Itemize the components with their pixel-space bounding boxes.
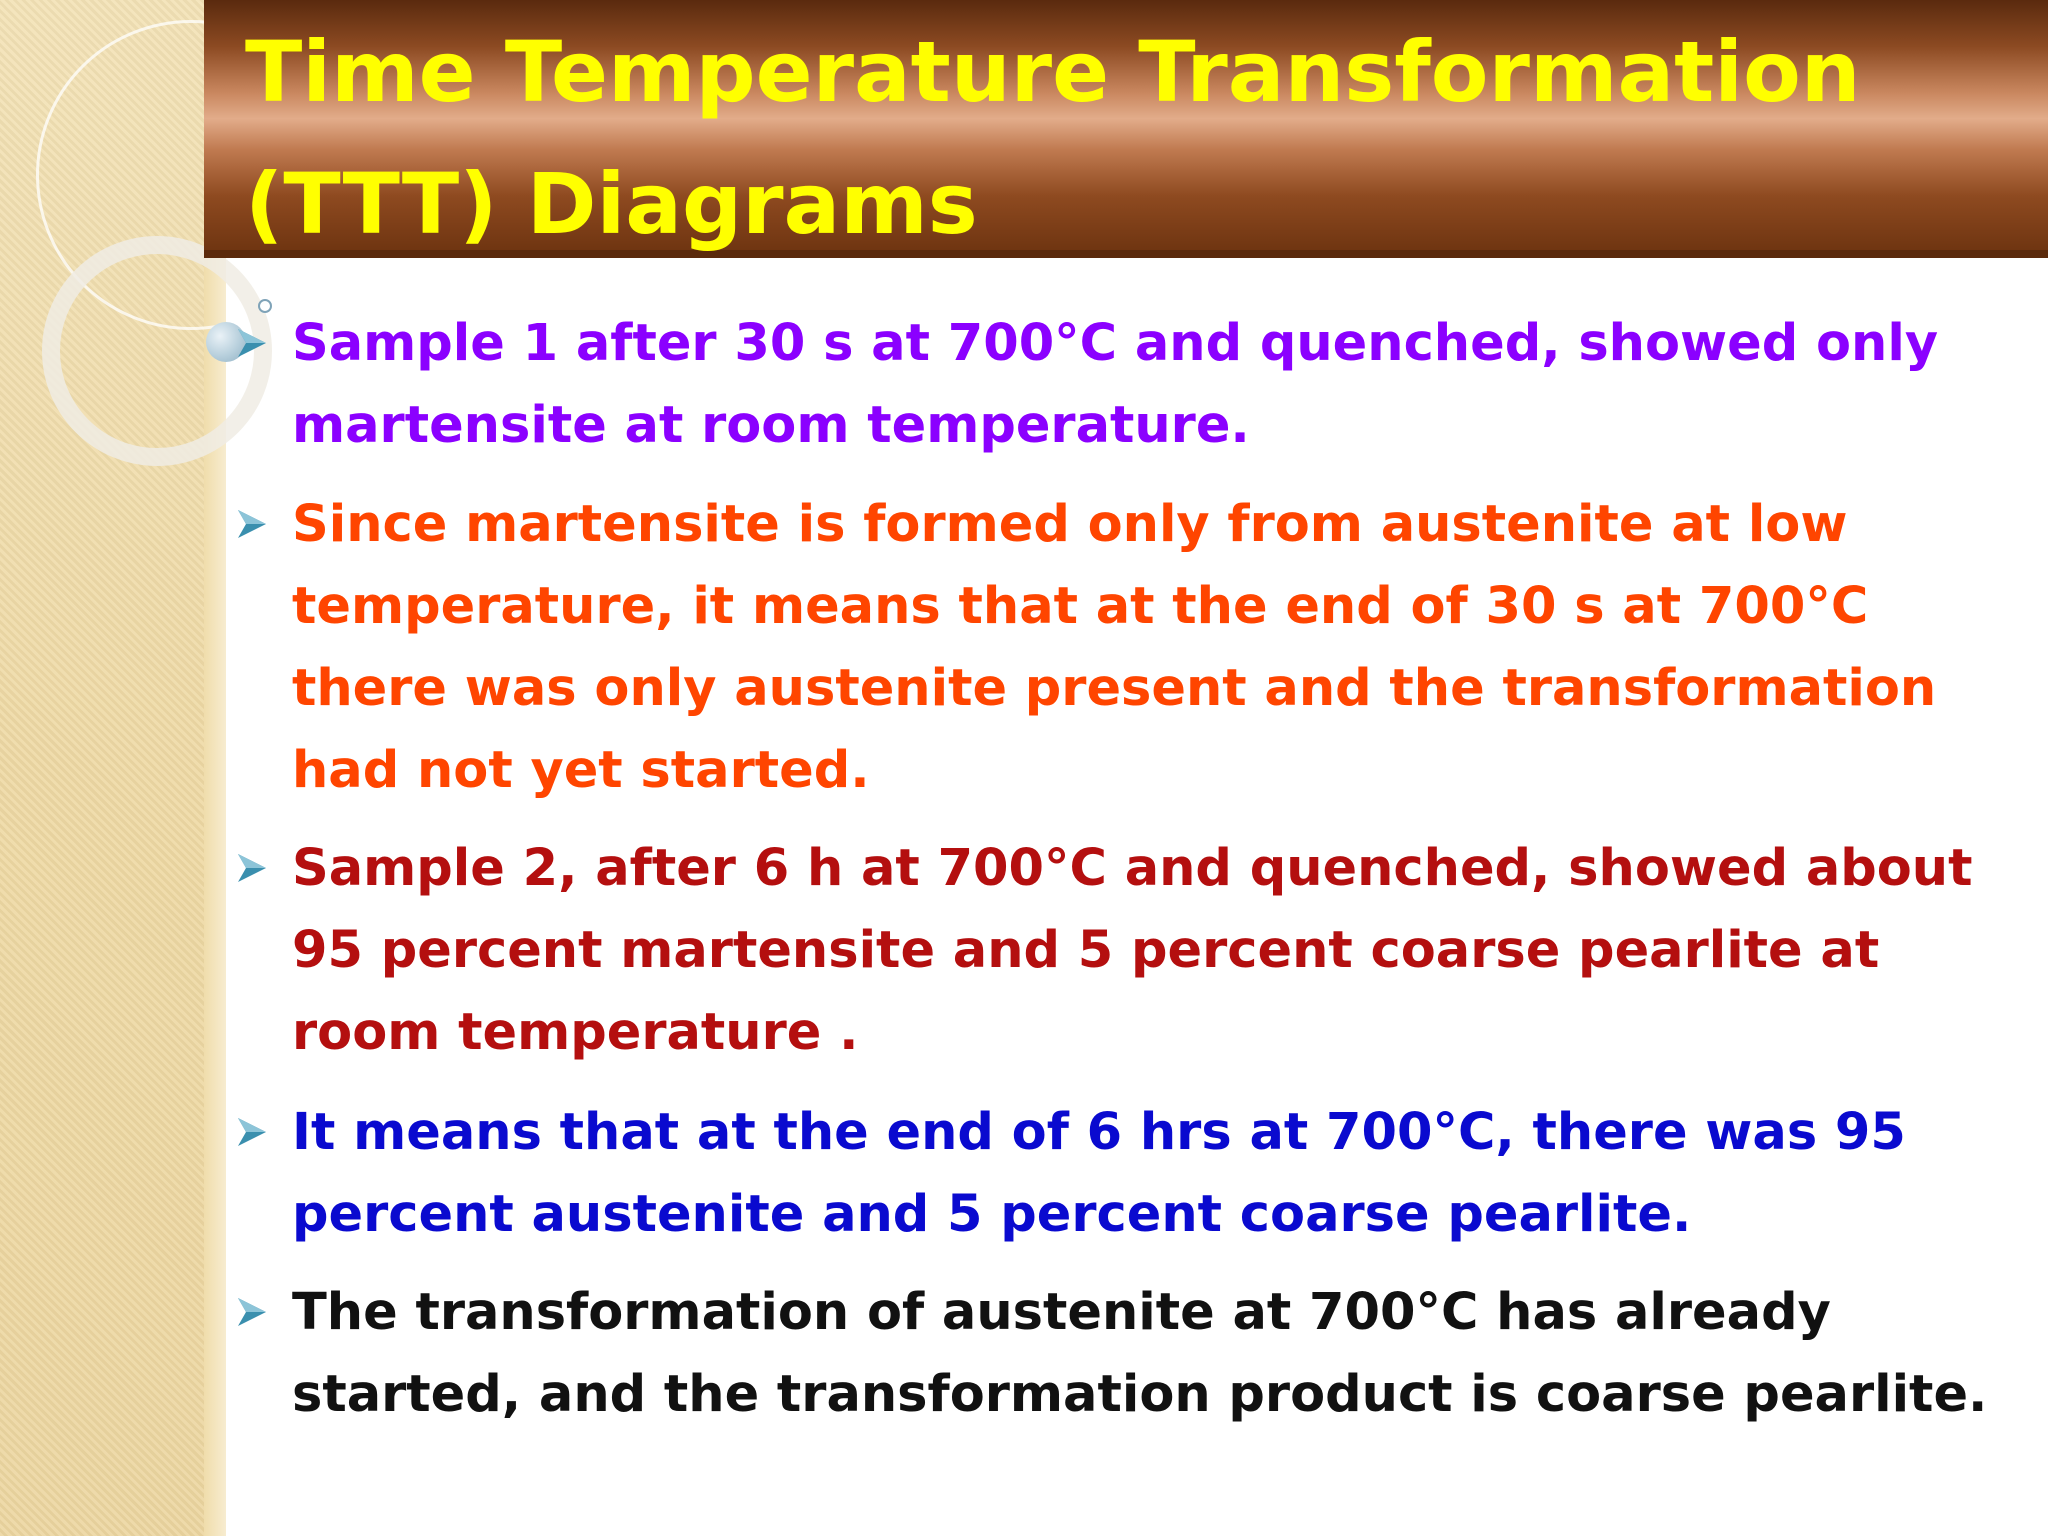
bullet-text: Sample 2, after 6 h at 700°C and quenche… [292,839,1973,1062]
left-strip-edge [204,258,226,1536]
bullet-item: Sample 2, after 6 h at 700°C and quenche… [238,828,2032,1074]
bullet-item: Since martensite is formed only from aus… [238,484,2032,812]
arrow-bullet-icon [238,1118,266,1146]
bullet-item: It means that at the end of 6 hrs at 700… [238,1092,2032,1256]
arrow-bullet-icon [238,1298,266,1326]
arrow-bullet-icon [238,854,266,882]
title-banner-base [204,250,2048,258]
bullet-item: Sample 1 after 30 s at 700°C and quenche… [238,303,2032,467]
bullet-text: It means that at the end of 6 hrs at 700… [292,1103,1906,1244]
slide-title: Time Temperature Transformation (TTT) Di… [245,6,2025,270]
bullet-text: Since martensite is formed only from aus… [292,495,1937,800]
title-line-2: (TTT) Diagrams [245,155,978,253]
arrow-bullet-icon [238,510,266,538]
bullet-text: Sample 1 after 30 s at 700°C and quenche… [292,314,1939,455]
title-line-1: Time Temperature Transformation [245,23,1861,121]
bullet-text: The transformation of austenite at 700°C… [292,1283,1988,1424]
arrow-bullet-icon [238,329,266,357]
bullet-item: The transformation of austenite at 700°C… [238,1272,2032,1436]
title-banner [204,0,2048,258]
decorative-dot-small [258,299,272,313]
